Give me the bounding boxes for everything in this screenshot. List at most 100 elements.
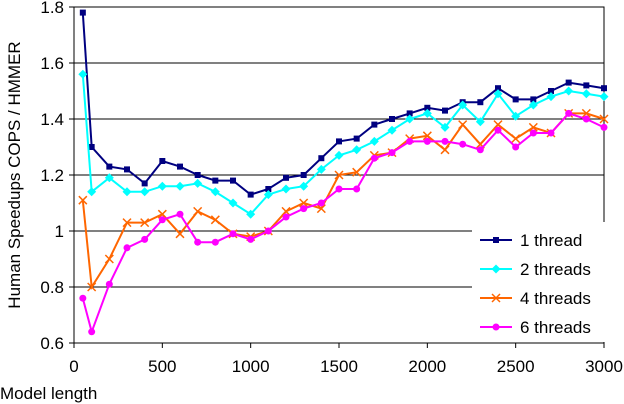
legend-item: 2 threads xyxy=(480,260,591,279)
data-point xyxy=(193,178,203,188)
y-axis-ticks: 0.6 0.8 1 1.2 1.4 1.6 1.8 xyxy=(40,0,74,353)
data-point xyxy=(336,138,342,145)
data-point xyxy=(371,121,378,128)
data-point xyxy=(281,206,291,216)
data-point xyxy=(493,89,503,99)
data-point xyxy=(565,109,573,117)
data-point xyxy=(263,190,273,200)
data-point xyxy=(582,115,590,123)
data-point xyxy=(493,120,503,130)
data-point xyxy=(175,181,185,191)
series-lines xyxy=(78,9,609,336)
data-point xyxy=(477,99,484,106)
data-point xyxy=(548,88,554,94)
data-point xyxy=(369,136,379,146)
data-point xyxy=(423,137,431,145)
data-point xyxy=(388,149,396,157)
data-point xyxy=(422,131,432,141)
data-point xyxy=(105,280,113,288)
data-point xyxy=(106,163,113,170)
data-point xyxy=(104,254,114,264)
legend-item: 6 threads xyxy=(480,318,591,337)
data-point xyxy=(511,134,521,144)
data-point xyxy=(601,85,607,92)
data-point xyxy=(440,145,450,155)
data-point xyxy=(476,146,484,154)
data-point xyxy=(512,143,520,151)
data-point xyxy=(424,104,431,111)
legend-item: 1 thread xyxy=(480,231,582,250)
data-point xyxy=(212,177,219,184)
data-point xyxy=(405,114,415,124)
data-point xyxy=(122,218,132,228)
y-tick-label: 1 xyxy=(55,222,64,241)
data-point xyxy=(406,137,414,145)
data-point xyxy=(529,129,537,137)
x-tick-label: 0 xyxy=(69,357,78,376)
data-point xyxy=(300,205,308,213)
data-point xyxy=(599,92,609,102)
data-point xyxy=(316,164,326,174)
legend: 1 thread 2 threads 4 threads 6 threads xyxy=(472,222,606,342)
legend-item: 4 threads xyxy=(480,289,591,308)
data-point xyxy=(422,108,432,118)
x-tick-label: 1500 xyxy=(320,357,358,376)
data-point xyxy=(352,145,362,155)
data-point xyxy=(140,218,150,228)
y-tick-label: 1.8 xyxy=(40,0,64,17)
legend-swatch-marker xyxy=(491,293,501,303)
data-point xyxy=(528,122,538,132)
data-point xyxy=(565,79,572,86)
legend-swatch-marker xyxy=(491,264,501,274)
x-axis-ticks: 0 500 1000 1500 2000 2500 3000 xyxy=(69,343,623,376)
data-point xyxy=(300,172,307,178)
data-point xyxy=(546,92,556,102)
x-tick-label: 500 xyxy=(148,357,176,376)
legend-label: 2 threads xyxy=(520,260,591,279)
data-point xyxy=(352,167,362,177)
data-point xyxy=(265,186,272,192)
data-point xyxy=(79,9,86,16)
data-point xyxy=(228,198,238,208)
data-point xyxy=(441,137,449,145)
x-tick-label: 1000 xyxy=(232,357,270,376)
data-point xyxy=(353,135,360,142)
data-point xyxy=(176,210,184,218)
legend-label: 6 threads xyxy=(520,318,591,337)
data-point xyxy=(210,187,220,197)
data-point xyxy=(387,125,397,135)
data-point xyxy=(547,129,555,137)
data-point xyxy=(530,96,537,103)
data-point xyxy=(583,82,590,89)
data-point xyxy=(159,158,166,164)
y-tick-label: 1.4 xyxy=(40,110,64,129)
data-point xyxy=(370,154,378,162)
y-axis-label: Human Speedups COPS / HMMER xyxy=(5,41,24,308)
data-point xyxy=(442,107,448,114)
data-point xyxy=(264,227,272,235)
data-point xyxy=(318,155,325,162)
legend-label: 4 threads xyxy=(520,289,591,308)
data-point xyxy=(210,215,220,225)
data-point xyxy=(283,174,289,181)
data-point xyxy=(475,117,485,127)
data-point xyxy=(406,110,413,117)
data-point xyxy=(564,86,574,96)
data-point xyxy=(334,170,344,180)
x-tick-label: 2000 xyxy=(408,357,446,376)
y-tick-label: 1.2 xyxy=(40,166,64,185)
data-point xyxy=(600,123,608,131)
data-point xyxy=(581,89,591,99)
data-point xyxy=(299,181,309,191)
data-point xyxy=(194,172,201,178)
data-point xyxy=(87,282,97,292)
data-point xyxy=(334,150,344,160)
data-point xyxy=(440,122,450,132)
data-point xyxy=(316,204,326,214)
data-point xyxy=(157,209,167,219)
legend-swatch-marker xyxy=(493,237,499,243)
data-point xyxy=(229,230,237,238)
data-point xyxy=(353,185,361,193)
series-2 xyxy=(78,69,609,219)
data-point xyxy=(281,184,291,194)
